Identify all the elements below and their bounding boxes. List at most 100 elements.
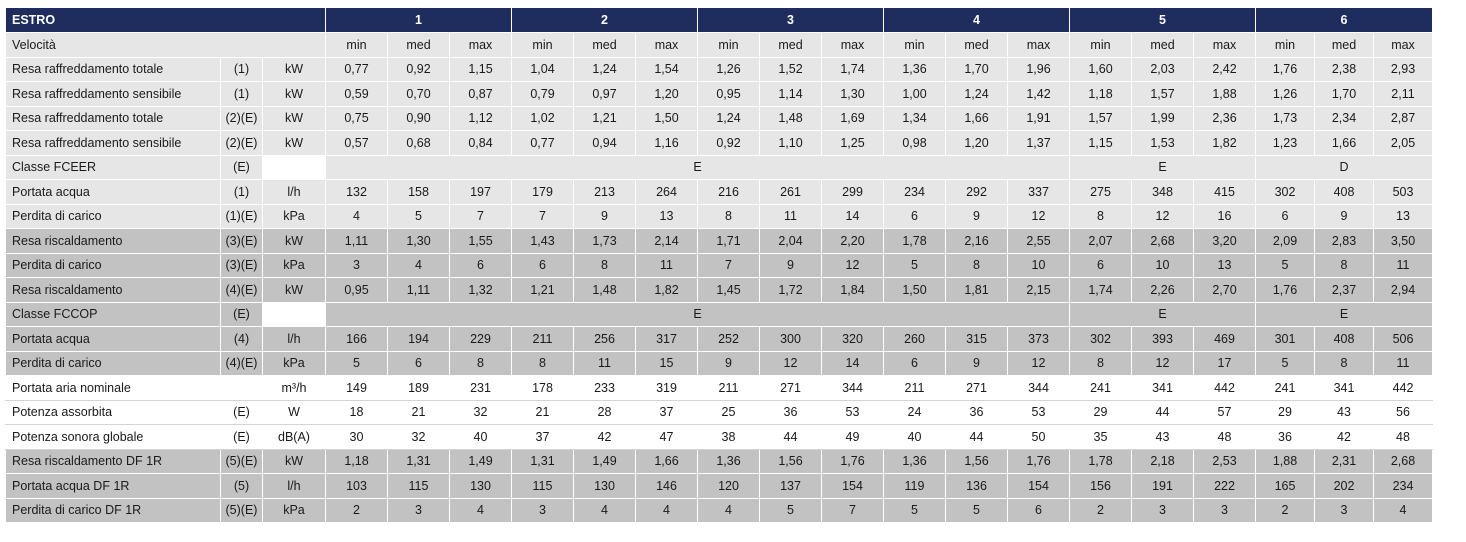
row-label: Perdita di carico [5, 350, 221, 376]
value-cell: 24 [883, 399, 946, 425]
value-cell: 261 [759, 179, 822, 205]
value-cell: 1,70 [945, 56, 1008, 82]
value-cell: 3 [387, 497, 450, 523]
value-cell: 256 [573, 326, 636, 352]
row-unit: l/h [262, 179, 326, 205]
row-unit: kW [262, 228, 326, 254]
row-unit: kPa [262, 350, 326, 376]
class-value: E [1069, 154, 1256, 180]
row-note: (4)(E) [220, 350, 263, 376]
value-cell: 3 [1131, 497, 1194, 523]
value-cell: 1,49 [573, 448, 636, 474]
value-cell: 315 [945, 326, 1008, 352]
value-cell: 115 [511, 473, 574, 499]
value-cell: 43 [1131, 424, 1194, 450]
value-cell: 57 [1193, 399, 1256, 425]
value-cell: 211 [883, 375, 946, 401]
value-cell: 29 [1069, 399, 1132, 425]
value-cell: 38 [697, 424, 760, 450]
value-cell: 2,36 [1193, 105, 1256, 131]
value-cell: 149 [325, 375, 388, 401]
row-note: (1) [220, 81, 263, 107]
value-cell: 197 [449, 179, 512, 205]
value-cell: 12 [1007, 350, 1070, 376]
value-cell: 275 [1069, 179, 1132, 205]
row-note: (E) [220, 154, 263, 180]
row-unit: kW [262, 448, 326, 474]
value-cell: 53 [821, 399, 884, 425]
value-cell: 2,53 [1193, 448, 1256, 474]
speed-cell: min [1255, 32, 1315, 58]
value-cell: 132 [325, 179, 388, 205]
row-label: Resa riscaldamento [5, 228, 221, 254]
value-cell: 166 [325, 326, 388, 352]
value-cell: 1,69 [821, 105, 884, 131]
value-cell: 4 [635, 497, 698, 523]
value-cell: 5 [883, 497, 946, 523]
value-cell: 2,37 [1314, 277, 1374, 303]
value-cell: 271 [759, 375, 822, 401]
value-cell: 6 [1069, 252, 1132, 278]
value-cell: 136 [945, 473, 1008, 499]
value-cell: 35 [1069, 424, 1132, 450]
value-cell: 2,05 [1373, 130, 1433, 156]
value-cell: 13 [635, 203, 698, 229]
value-cell: 11 [759, 203, 822, 229]
value-cell: 6 [387, 350, 450, 376]
value-cell: 1,82 [1193, 130, 1256, 156]
row-note: (2)(E) [220, 105, 263, 131]
value-cell: 13 [1373, 203, 1433, 229]
value-cell: 5 [325, 350, 388, 376]
group-header-3: 3 [697, 7, 884, 33]
group-header-1: 1 [325, 7, 512, 33]
value-cell: 36 [1255, 424, 1315, 450]
group-header-5: 5 [1069, 7, 1256, 33]
value-cell: 1,76 [1255, 277, 1315, 303]
value-cell: 194 [387, 326, 450, 352]
value-cell: 2,09 [1255, 228, 1315, 254]
value-cell: 120 [697, 473, 760, 499]
row-note: (3)(E) [220, 252, 263, 278]
value-cell: 1,37 [1007, 130, 1070, 156]
row-label: Resa raffreddamento sensibile [5, 130, 221, 156]
row-label: Classe FCEER [5, 154, 221, 180]
row-note: (E) [220, 424, 263, 450]
value-cell: 241 [1255, 375, 1315, 401]
value-cell: 2,93 [1373, 56, 1433, 82]
value-cell: 0,57 [325, 130, 388, 156]
row-label: Resa riscaldamento [5, 277, 221, 303]
value-cell: 0,95 [697, 81, 760, 107]
value-cell: 18 [325, 399, 388, 425]
value-cell: 2 [1069, 497, 1132, 523]
group-header-4: 4 [883, 7, 1070, 33]
value-cell: 503 [1373, 179, 1433, 205]
row-label: Resa riscaldamento DF 1R [5, 448, 221, 474]
value-cell: 5 [387, 203, 450, 229]
value-cell: 1,31 [511, 448, 574, 474]
table-row: Portata acqua (1) l/h 132 158 197 179 213 264 216… [5, 179, 1433, 205]
value-cell: 14 [821, 203, 884, 229]
value-cell: 28 [573, 399, 636, 425]
value-cell: 1,45 [697, 277, 760, 303]
value-cell: 1,16 [635, 130, 698, 156]
value-cell: 6 [883, 350, 946, 376]
value-cell: 1,55 [449, 228, 512, 254]
value-cell: 231 [449, 375, 512, 401]
speed-row: Velocità min med max min med max min med max min me… [5, 32, 1433, 58]
table-row: Potenza assorbita (E) W 18 21 32 21 28 37 25 36 53 2… [5, 399, 1433, 425]
value-cell: 348 [1131, 179, 1194, 205]
value-cell: 0,92 [387, 56, 450, 82]
value-cell: 119 [883, 473, 946, 499]
value-cell: 1,21 [573, 105, 636, 131]
value-cell: 2,15 [1007, 277, 1070, 303]
value-cell: 0,87 [449, 81, 512, 107]
value-cell: 4 [697, 497, 760, 523]
value-cell: 6 [883, 203, 946, 229]
speed-cell: min [697, 32, 760, 58]
row-note: (E) [220, 399, 263, 425]
value-cell: 2,87 [1373, 105, 1433, 131]
value-cell: 7 [821, 497, 884, 523]
value-cell: 1,56 [945, 448, 1008, 474]
value-cell: 1,76 [821, 448, 884, 474]
row-unit [262, 301, 326, 327]
